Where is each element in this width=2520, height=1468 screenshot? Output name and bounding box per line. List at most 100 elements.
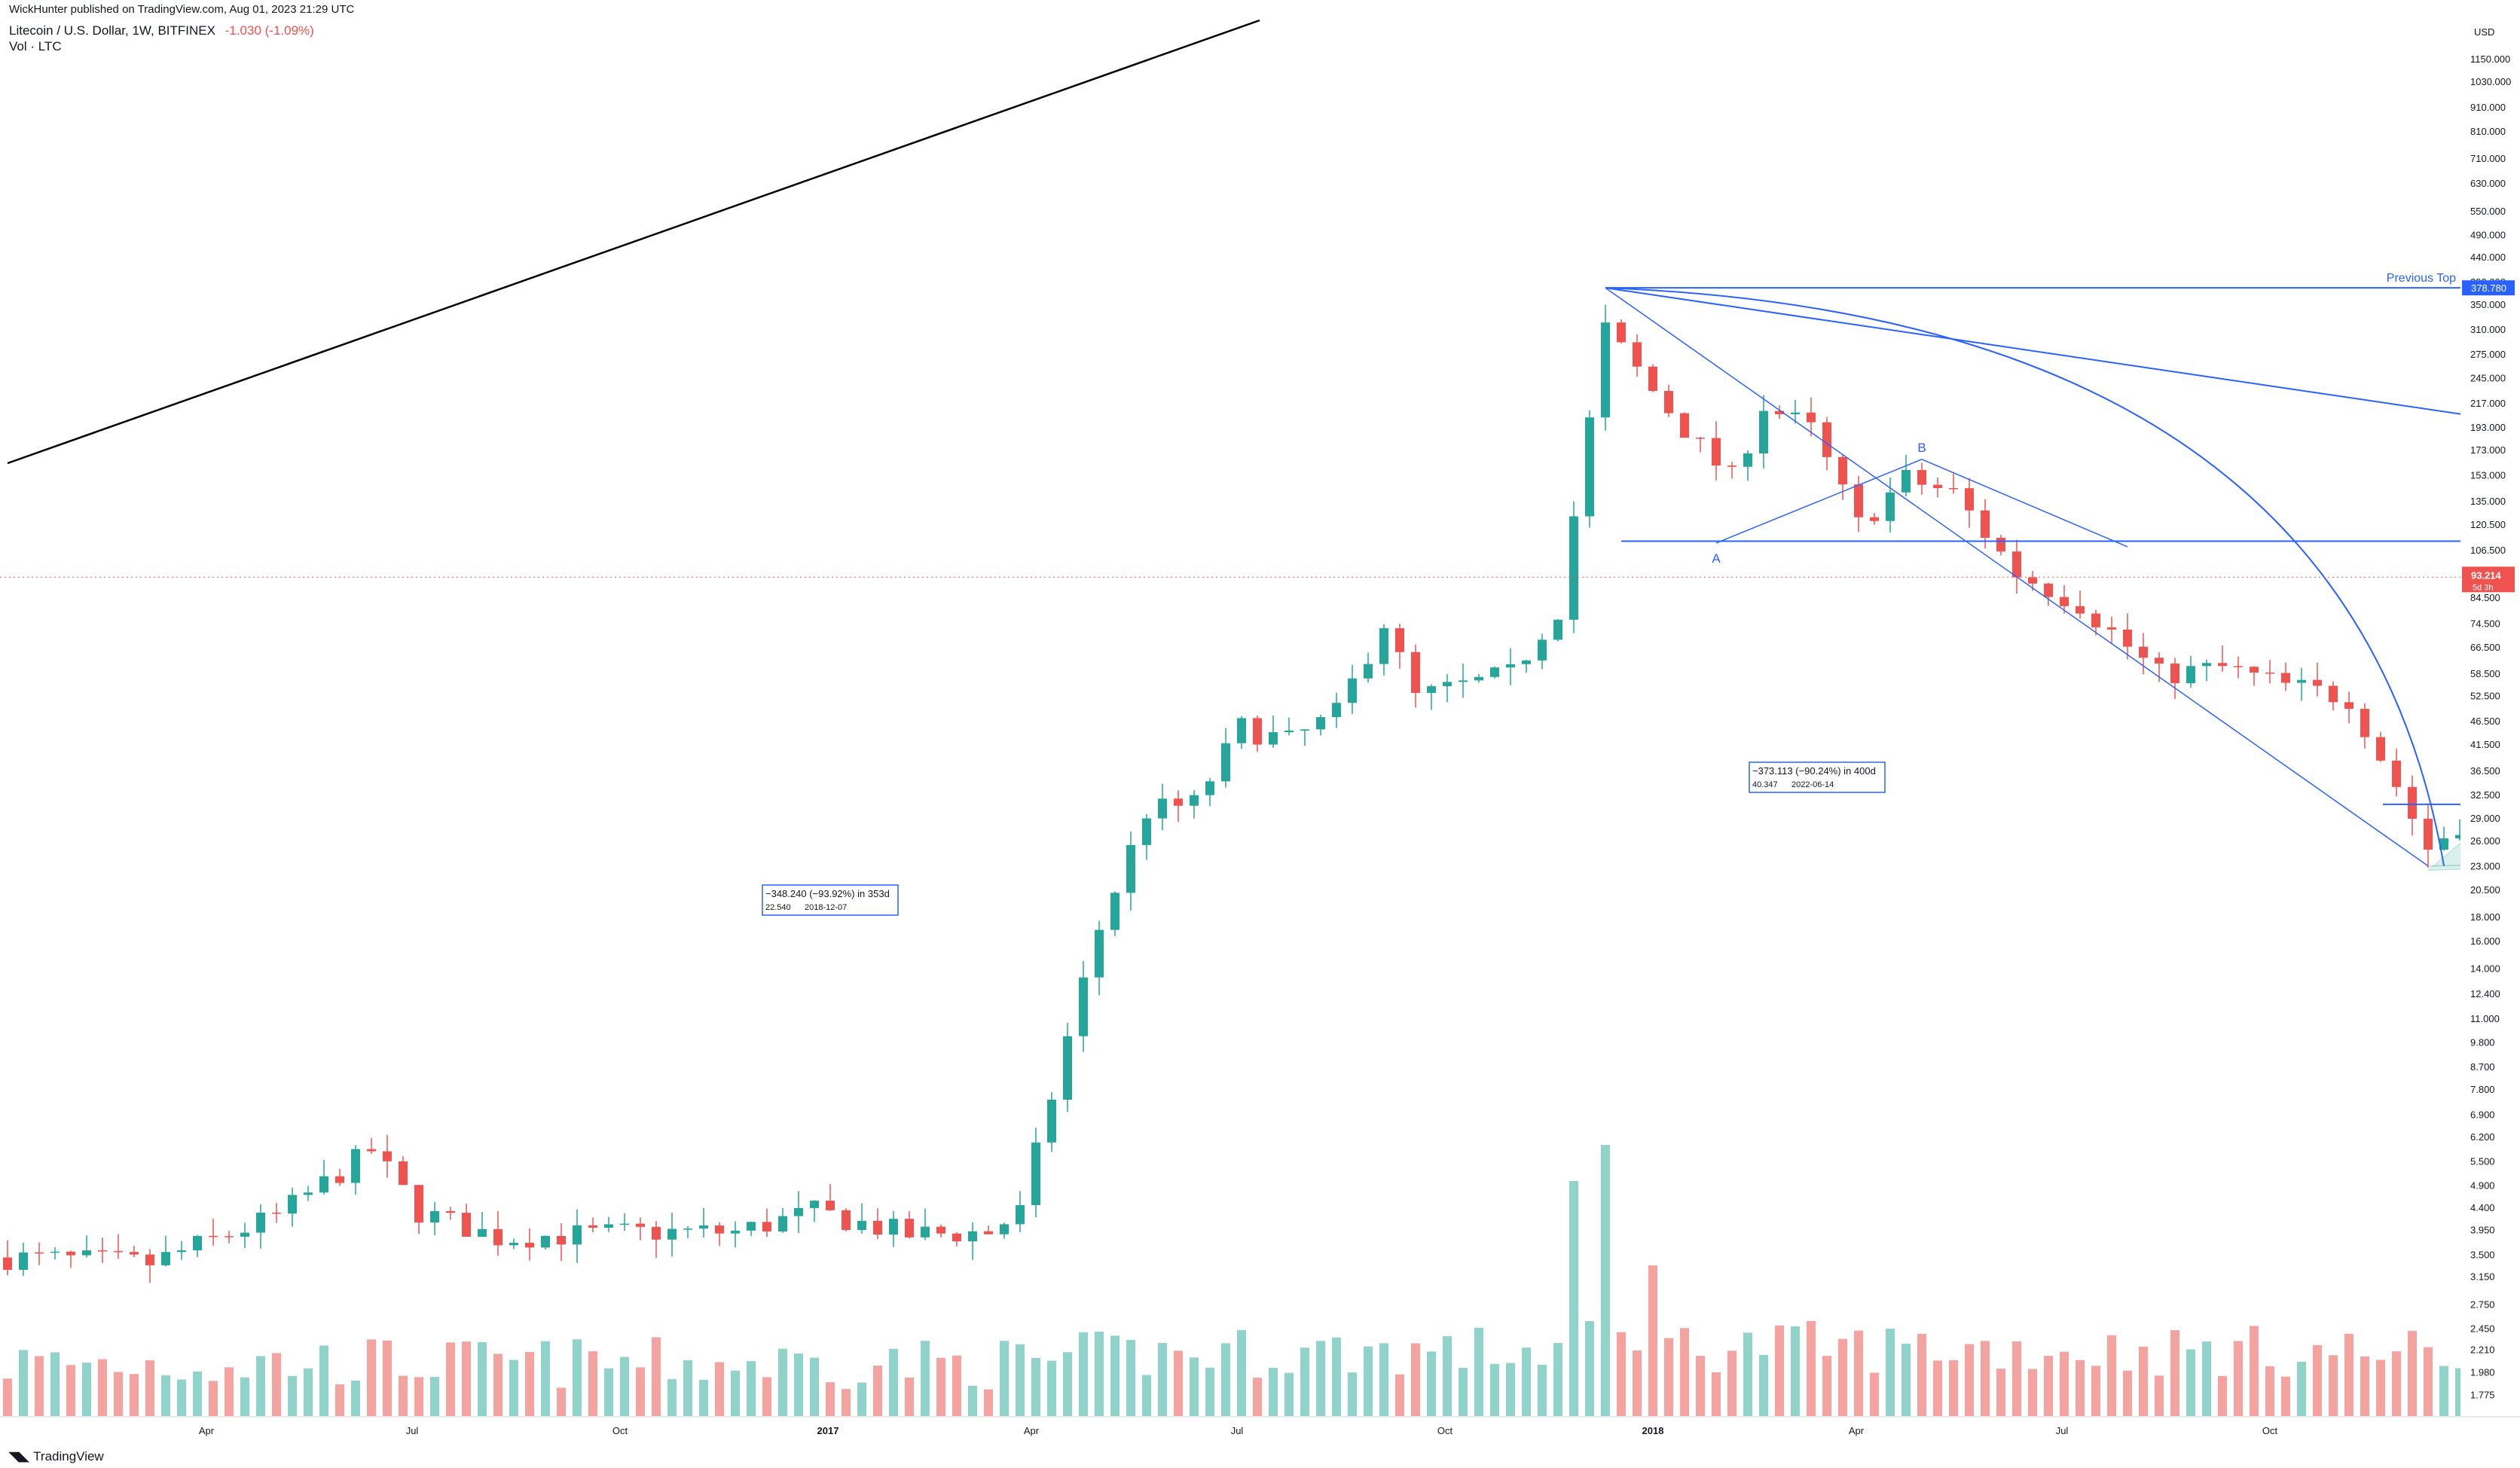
volume-bar [1158, 1343, 1167, 1416]
candle [145, 1254, 154, 1265]
volume-bar [1807, 1320, 1816, 1416]
price-change: -1.030 (-1.09%) [225, 23, 314, 38]
volume-bar [541, 1341, 550, 1416]
candle [541, 1235, 550, 1248]
volume-bars [3, 1145, 2520, 1416]
volume-bar [604, 1368, 613, 1416]
candle [2107, 627, 2116, 630]
previous-top-label: Previous Top [2387, 272, 2456, 285]
x-tick-label: Apr [199, 1425, 215, 1436]
volume-bar [1680, 1328, 1689, 1416]
candle [1901, 469, 1911, 493]
volume-bar [462, 1341, 471, 1416]
candle [2250, 667, 2259, 673]
volume-bar [2265, 1366, 2274, 1416]
volume-bar [1949, 1360, 1958, 1416]
y-tick-label: 11.000 [2470, 1013, 2500, 1024]
candle [1095, 929, 1104, 978]
candle [367, 1149, 376, 1152]
y-tick-label: 2.450 [2470, 1323, 2495, 1334]
volume-bar [1901, 1343, 1911, 1416]
volume-bar [905, 1377, 914, 1416]
volume-bar [715, 1362, 724, 1416]
volume-bar [1490, 1363, 1499, 1416]
candle [1269, 732, 1278, 745]
candle [35, 1252, 44, 1254]
volume-bar [2408, 1330, 2417, 1416]
volume-bar [1522, 1347, 1531, 1416]
candle [98, 1250, 107, 1252]
x-tick-label: Apr [1024, 1425, 1040, 1436]
volume-bar [1854, 1330, 1863, 1416]
volume-bar [2281, 1376, 2290, 1416]
candle [1506, 664, 1515, 668]
candle [1443, 682, 1452, 687]
candle [1585, 417, 1594, 517]
volume-bar [2028, 1369, 2037, 1416]
y-tick-label: 1030.000 [2470, 76, 2511, 87]
volume-bar [351, 1380, 360, 1416]
candle [699, 1225, 708, 1229]
volume-bar [968, 1385, 977, 1416]
candle [952, 1233, 961, 1242]
candle [1696, 438, 1705, 439]
x-tick-label: 2018 [1642, 1425, 1664, 1436]
volume-bar [2439, 1366, 2448, 1416]
tradingview-logo-icon: ◥◣ [9, 1449, 29, 1463]
candle [1617, 322, 1626, 343]
candle [1522, 660, 1531, 664]
y-tick-label: 4.900 [2470, 1180, 2495, 1191]
y-tick-label: 5.500 [2470, 1156, 2495, 1167]
candle [873, 1220, 882, 1235]
candle [1870, 517, 1879, 521]
candle [1142, 818, 1151, 845]
volume-bar [1063, 1352, 1072, 1416]
candle [604, 1224, 613, 1228]
y-tick-label: 26.000 [2470, 835, 2500, 847]
volume-bar [193, 1371, 202, 1416]
volume-bar [1142, 1375, 1151, 1416]
y-tick-label: 3.500 [2470, 1250, 2495, 1261]
volume-bar [557, 1387, 566, 1416]
drop-1-date: 2018-12-07 [805, 903, 847, 912]
y-tick-label: 350.000 [2470, 299, 2506, 310]
candle [905, 1219, 914, 1238]
symbol-title-row: Litecoin / U.S. Dollar, 1W, BITFINEX -1.… [9, 23, 314, 38]
volume-bar [256, 1356, 265, 1416]
candle [1949, 487, 1958, 490]
x-tick-label: Jul [406, 1425, 419, 1436]
volume-bar [446, 1342, 455, 1416]
candle [1016, 1205, 1025, 1225]
publisher-line: WickHunter published on TradingView.com,… [9, 3, 355, 16]
y-tick-label: 173.000 [2470, 444, 2506, 456]
x-tick-label: Jul [1231, 1425, 1244, 1436]
x-tick-label: Apr [1849, 1425, 1865, 1436]
candle [1348, 678, 1357, 703]
volume-bar [1332, 1337, 1341, 1416]
y-tick-label: 106.500 [2470, 545, 2506, 556]
volume-bar [1395, 1374, 1404, 1416]
drop-1-box [762, 884, 899, 916]
candle [493, 1228, 502, 1246]
candle [430, 1210, 439, 1223]
candle [525, 1242, 534, 1248]
volume-bar [414, 1377, 423, 1416]
volume-bar [509, 1360, 518, 1416]
volume-bar [1284, 1372, 1294, 1416]
candle [2123, 629, 2132, 647]
candle [968, 1231, 977, 1242]
volume-bar [2250, 1326, 2259, 1416]
volume-bar [810, 1357, 819, 1416]
volume-bar [636, 1367, 645, 1416]
candle [1822, 422, 1831, 457]
candle [1759, 410, 1768, 453]
volume-bar [1553, 1342, 1562, 1416]
volume-bar [1506, 1363, 1515, 1416]
y-axis-bg [2460, 0, 2520, 1468]
volume-bar [2392, 1351, 2401, 1416]
candle [161, 1252, 170, 1265]
x-tick-label: Jul [2056, 1425, 2069, 1436]
candle [1727, 465, 1737, 467]
